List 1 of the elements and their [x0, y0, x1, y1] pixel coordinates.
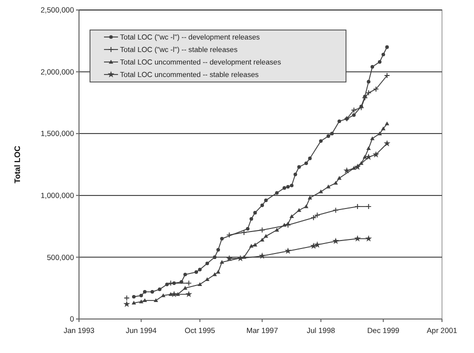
y-axis-title: Total LOC — [13, 145, 22, 184]
